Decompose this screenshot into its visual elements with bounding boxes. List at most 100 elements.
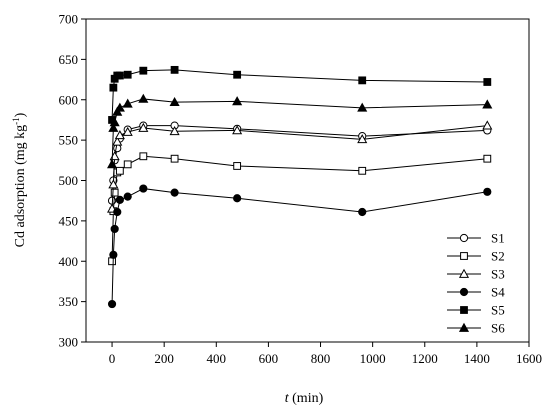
- series-line-S3: [111, 125, 488, 209]
- data-point-S3: [169, 126, 180, 136]
- legend-label: S3: [491, 267, 505, 282]
- x-tick-label: 0: [109, 351, 116, 366]
- legend-marker: [460, 252, 468, 260]
- data-point-S5: [233, 70, 242, 79]
- legend-item-S1: S1: [447, 231, 505, 246]
- data-point-S6: [114, 102, 125, 112]
- data-point-S4: [110, 224, 119, 234]
- data-point-S6: [107, 159, 118, 169]
- legend-marker: [459, 233, 469, 243]
- y-tick-label: 400: [59, 254, 79, 269]
- x-axis-title: t (min): [285, 391, 324, 406]
- data-point-S6: [109, 117, 120, 127]
- x-tick-label: 400: [207, 351, 227, 366]
- legend-label: S1: [491, 231, 505, 246]
- x-tick-label: 1400: [464, 351, 490, 366]
- data-point-S4: [233, 194, 242, 203]
- legend-item-S2: S2: [447, 249, 505, 264]
- data-point-S2: [233, 162, 242, 170]
- legend-item-S6: S6: [447, 321, 505, 336]
- series-line-S4: [111, 188, 488, 305]
- legend-marker: [460, 306, 468, 314]
- data-point-S5: [139, 66, 148, 75]
- series-S3: [107, 120, 493, 213]
- data-point-S3: [138, 122, 149, 132]
- data-point-S5: [123, 70, 132, 79]
- data-point-S2: [358, 166, 367, 175]
- x-tick-label: 800: [311, 351, 331, 366]
- legend-marker: [459, 287, 469, 297]
- data-point-S2: [170, 154, 179, 163]
- data-point-S6: [138, 93, 149, 103]
- series-line-S1: [111, 125, 488, 201]
- y-tick-label: 600: [59, 92, 79, 107]
- series-S5: [108, 65, 492, 124]
- data-point-S5: [358, 76, 367, 85]
- axes-group: 300 350 400 450 500 550 600 650 700 0 200 400 600 800…: [59, 12, 543, 367]
- y-tick-label: 700: [59, 12, 79, 27]
- data-point-S3: [482, 120, 493, 130]
- y-tick-label: 450: [59, 213, 79, 228]
- data-point-S4: [139, 184, 148, 193]
- data-point-S2: [483, 154, 492, 163]
- data-point-S3: [122, 126, 133, 136]
- data-point-S4: [483, 187, 492, 196]
- data-point-S4: [358, 207, 367, 217]
- x-tick-label: 1600: [516, 351, 542, 366]
- series-S2: [108, 152, 492, 266]
- data-point-S1: [113, 144, 122, 153]
- y-tick-label: 650: [59, 52, 79, 67]
- data-point-S4: [109, 250, 118, 259]
- y-tick-label: 300: [59, 335, 79, 350]
- legend-marker: [458, 268, 470, 278]
- x-tick-label: 1000: [360, 351, 386, 366]
- data-point-S2: [139, 152, 148, 161]
- legend-label: S5: [491, 303, 505, 318]
- data-point-S4: [170, 188, 179, 197]
- y-tick-label: 550: [59, 133, 79, 148]
- data-point-S3: [112, 136, 123, 146]
- series-line-S5: [111, 69, 488, 120]
- legend-marker: [458, 322, 470, 332]
- data-point-S5: [483, 78, 492, 86]
- data-point-S2: [115, 166, 124, 175]
- data-point-S3: [357, 134, 368, 144]
- data-point-S4: [113, 207, 122, 217]
- data-point-S2: [123, 160, 132, 169]
- legend-item-S4: S4: [447, 285, 505, 300]
- legend-label: S6: [491, 321, 505, 336]
- data-point-S6: [122, 98, 133, 108]
- data-point-S4: [123, 192, 132, 201]
- x-tick-label: 1200: [412, 351, 438, 366]
- data-point-S2: [110, 188, 119, 197]
- legend-label: S4: [491, 285, 505, 300]
- y-tick-label: 500: [59, 173, 79, 188]
- data-point-S3: [109, 151, 120, 161]
- data-point-S5: [170, 65, 179, 74]
- data-point-S3: [108, 179, 119, 189]
- x-tick-label: 200: [154, 351, 174, 366]
- data-point-S5: [115, 71, 124, 80]
- series-S6: [107, 93, 493, 169]
- legend-item-S3: S3: [447, 267, 505, 282]
- series-S4: [107, 184, 492, 309]
- legend-label: S2: [491, 249, 505, 264]
- data-point-S3: [114, 130, 125, 140]
- data-point-S4: [107, 299, 117, 309]
- data-point-S6: [232, 96, 243, 106]
- data-point-S3: [232, 125, 243, 135]
- data-point-S6: [357, 102, 368, 112]
- series-line-S2: [111, 155, 488, 262]
- legend-item-S5: S5: [447, 303, 505, 318]
- y-tick-label: 350: [59, 294, 79, 309]
- y-axis-title: Cd adsorption (mg kg-1): [11, 112, 28, 247]
- legend: S1 S2 S3 S4 S5 S6: [447, 231, 505, 336]
- x-tick-label: 600: [259, 351, 279, 366]
- data-point-S2: [108, 257, 116, 266]
- data-point-S6: [108, 122, 119, 132]
- data-point-S5: [109, 83, 118, 92]
- data-point-S4: [115, 195, 124, 204]
- data-point-S6: [482, 99, 493, 109]
- data-point-S6: [169, 96, 180, 107]
